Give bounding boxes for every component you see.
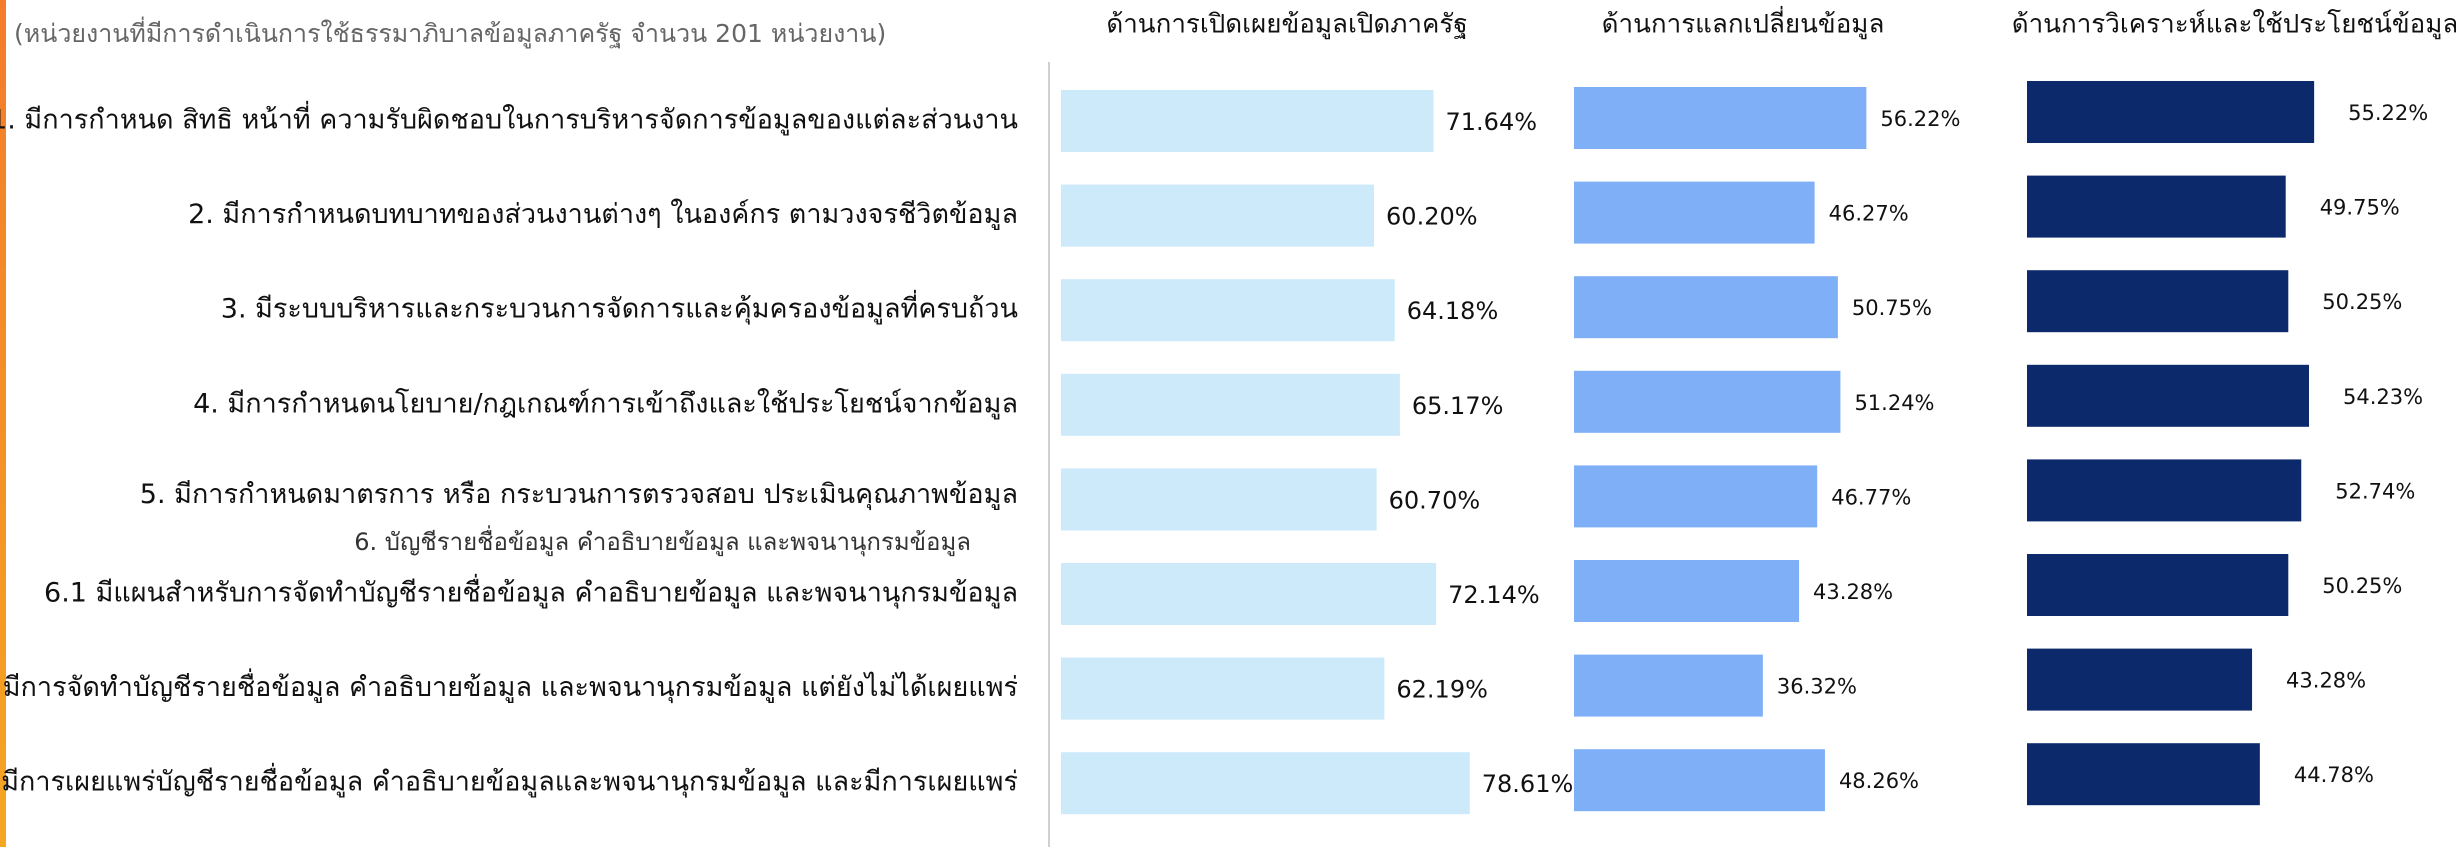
value-label: 56.22% — [1880, 107, 1960, 131]
value-label: 46.77% — [1831, 485, 1911, 509]
bar — [1061, 468, 1377, 531]
value-label: 50.25% — [2322, 574, 2402, 598]
bar — [1574, 370, 1841, 433]
bar — [2027, 175, 2286, 238]
value-label: 50.75% — [1852, 296, 1932, 320]
bar — [1574, 87, 1867, 149]
value-label: 55.22% — [2348, 101, 2428, 125]
value-label: 60.20% — [1386, 203, 1478, 231]
bar — [1061, 752, 1470, 815]
category-label: 6.1 มีแผนสำหรับการจัดทำบัญชีรายชื่อข้อมู… — [44, 574, 1018, 610]
bar — [1574, 560, 1800, 622]
bar — [2027, 81, 2315, 143]
bar — [1061, 90, 1434, 152]
bar — [2027, 554, 2289, 616]
bar — [1574, 181, 1815, 244]
value-label: 52.74% — [2335, 479, 2415, 503]
panel-title: ด้านการเปิดเผยข้อมูลเปิดภาครัฐ — [1106, 10, 1467, 40]
category-label: 3. มีระบบบริหารและกระบวนการจัดการและคุ้ม… — [221, 290, 1018, 326]
bar — [2027, 459, 2302, 522]
value-label: 49.75% — [2320, 196, 2400, 220]
bar — [1574, 749, 1825, 812]
value-label: 54.23% — [2343, 385, 2423, 409]
group-label: 6. บัญชีรายชื่อข้อมูล คำอธิบายข้อมูล และ… — [354, 525, 971, 557]
value-label: 48.26% — [1839, 769, 1919, 793]
value-label: 64.18% — [1407, 297, 1499, 325]
value-label: 44.78% — [2294, 763, 2374, 787]
category-label: 1. มีการกำหนด สิทธิ หน้าที่ ความรับผิดชอ… — [0, 101, 1018, 136]
value-label: 65.17% — [1412, 392, 1504, 420]
bar — [2027, 648, 2253, 711]
value-label: 72.14% — [1448, 581, 1540, 609]
value-label: 36.32% — [1777, 675, 1857, 699]
panel-title: ด้านการแลกเปลี่ยนข้อมูล — [1602, 6, 1885, 40]
category-label: 5. มีการกำหนดมาตรการ หรือ กระบวนการตรวจส… — [140, 479, 1018, 511]
value-label: 43.28% — [1813, 580, 1893, 604]
bar — [1061, 373, 1400, 436]
bar — [2027, 270, 2289, 333]
subtitle: (หน่วยงานที่มีการดำเนินการใช้ธรรมาภิบาลข… — [14, 16, 886, 49]
value-label: 46.27% — [1829, 202, 1909, 226]
panel-title: ด้านการวิเคราะห์และใช้ประโยชน์ข้อมูล — [2012, 9, 2456, 40]
value-label: 62.19% — [1396, 676, 1488, 704]
category-label: 6.3 มีการเผยแพร่บัญชีรายชื่อข้อมูล คำอธิ… — [0, 763, 1018, 799]
bar — [1061, 657, 1385, 720]
accent-stripe — [0, 0, 6, 847]
bar — [2027, 743, 2260, 806]
bar — [1574, 654, 1763, 717]
value-label: 50.25% — [2322, 290, 2402, 314]
value-label: 78.61% — [1482, 770, 1574, 798]
bar — [2027, 364, 2309, 427]
value-label: 60.70% — [1389, 486, 1481, 514]
bar — [1061, 563, 1437, 625]
category-label: 2. มีการกำหนดบทบาทของส่วนงานต่างๆ ในองค์… — [188, 198, 1018, 230]
bar — [1061, 279, 1395, 342]
category-label: 4. มีการกำหนดนโยบาย/กฎเกณฑ์การเข้าถึงและ… — [193, 387, 1018, 419]
category-label: 6.2 มีการจัดทำบัญชีรายชื่อข้อมูล คำอธิบา… — [0, 668, 1018, 704]
bar — [1061, 184, 1375, 247]
bar — [1574, 465, 1818, 528]
value-label: 43.28% — [2286, 669, 2366, 693]
bar — [1574, 276, 1838, 339]
value-label: 71.64% — [1446, 108, 1538, 136]
value-label: 51.24% — [1854, 391, 1934, 415]
